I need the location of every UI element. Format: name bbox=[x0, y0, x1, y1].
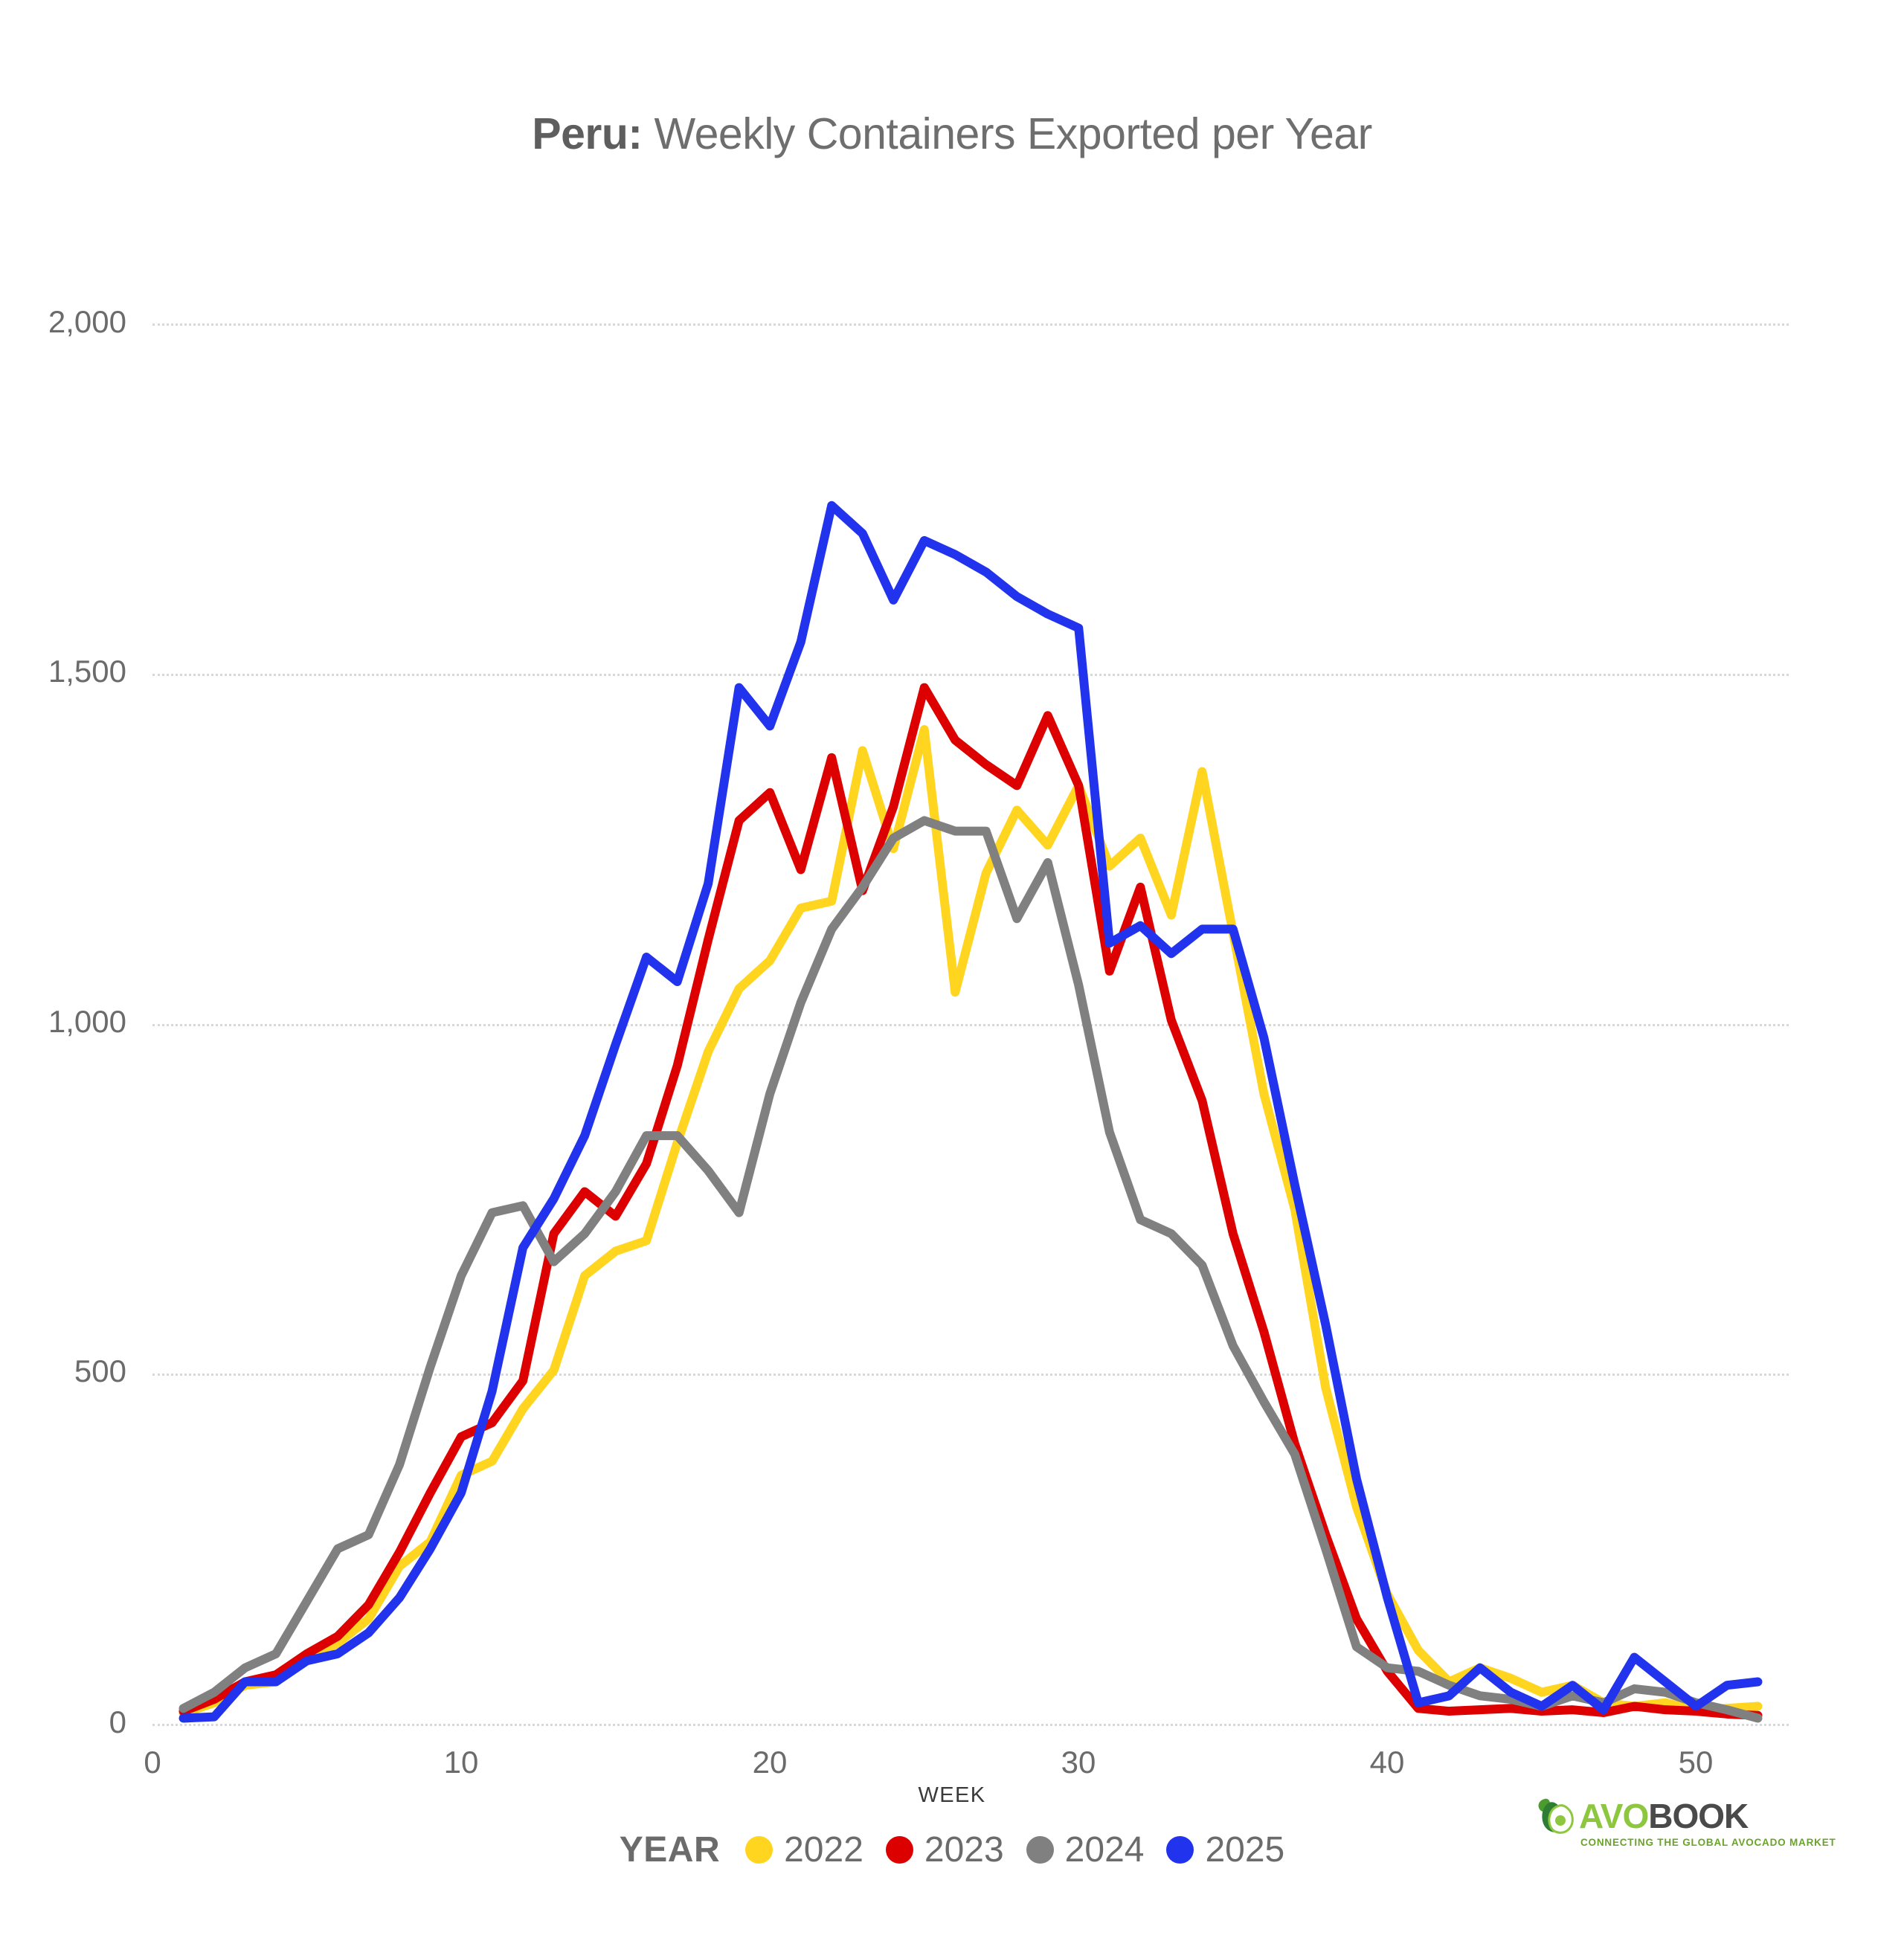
y-tick-label-1500: 1,500 bbox=[48, 654, 126, 689]
logo-wordmark: AVOBOOK bbox=[1579, 1797, 1749, 1835]
legend-item-2025[interactable]: 2025 bbox=[1166, 1829, 1284, 1870]
x-tick-label-40: 40 bbox=[1369, 1745, 1405, 1780]
legend-swatch-2025-icon bbox=[1166, 1836, 1194, 1864]
series-line-2023 bbox=[178, 683, 1763, 1720]
logo-word-book: BOOK bbox=[1648, 1797, 1749, 1835]
logo-row: AVOBOOK bbox=[1534, 1797, 1780, 1835]
legend-swatch-2022-icon bbox=[745, 1836, 774, 1864]
gridline-500 bbox=[152, 1374, 1789, 1377]
legend-swatch-2024-icon bbox=[1026, 1836, 1054, 1864]
legend-swatch-2023-icon bbox=[885, 1836, 913, 1864]
y-tick-label-0: 0 bbox=[109, 1704, 126, 1739]
avocado-icon bbox=[1538, 1798, 1574, 1834]
logo-word-avo: AVO bbox=[1579, 1797, 1649, 1835]
y-tick-label-1000: 1,000 bbox=[48, 1004, 126, 1039]
y-tick-label-2000: 2,000 bbox=[48, 304, 126, 339]
title-normal: Weekly Containers Exported per Year bbox=[642, 109, 1372, 158]
legend-item-2022[interactable]: 2022 bbox=[745, 1829, 863, 1870]
series-container bbox=[178, 500, 1763, 1723]
avobook-logo[interactable]: AVOBOOK CONNECTING THE GLOBAL AVOCADO MA… bbox=[1534, 1797, 1836, 1851]
x-tick-label-20: 20 bbox=[752, 1745, 788, 1780]
series-line-2022 bbox=[178, 725, 1763, 1718]
y-tick-label-500: 500 bbox=[74, 1353, 126, 1388]
x-tick-label-10: 10 bbox=[443, 1745, 479, 1780]
plot-area bbox=[152, 323, 1789, 1726]
gridline-2000 bbox=[152, 323, 1789, 326]
legend-label-2024: 2024 bbox=[1064, 1830, 1145, 1870]
legend-title: YEAR bbox=[619, 1830, 721, 1870]
gridline-1500 bbox=[152, 673, 1789, 676]
gridline-1000 bbox=[152, 1023, 1789, 1026]
x-axis-title: WEEK bbox=[918, 1783, 986, 1807]
title-strong: Peru: bbox=[532, 109, 643, 158]
gridline-0 bbox=[152, 1724, 1789, 1726]
logo-tagline: CONNECTING THE GLOBAL AVOCADO MARKET bbox=[1580, 1837, 1836, 1848]
legend-label-2022: 2022 bbox=[784, 1830, 863, 1870]
x-tick-label-50: 50 bbox=[1678, 1745, 1714, 1780]
legend: YEAR 2022 2023 2024 2025 bbox=[0, 1829, 1904, 1870]
legend-item-2023[interactable]: 2023 bbox=[885, 1829, 1004, 1870]
legend-label-2023: 2023 bbox=[924, 1830, 1004, 1870]
page-title: Peru: Weekly Containers Exported per Yea… bbox=[0, 110, 1904, 158]
x-tick-label-30: 30 bbox=[1061, 1745, 1096, 1780]
legend-label-2025: 2025 bbox=[1205, 1830, 1285, 1870]
series-line-2024 bbox=[178, 816, 1763, 1723]
legend-item-2024[interactable]: 2024 bbox=[1026, 1829, 1145, 1870]
series-line-2025 bbox=[178, 500, 1763, 1723]
x-tick-label-0: 0 bbox=[144, 1745, 161, 1780]
